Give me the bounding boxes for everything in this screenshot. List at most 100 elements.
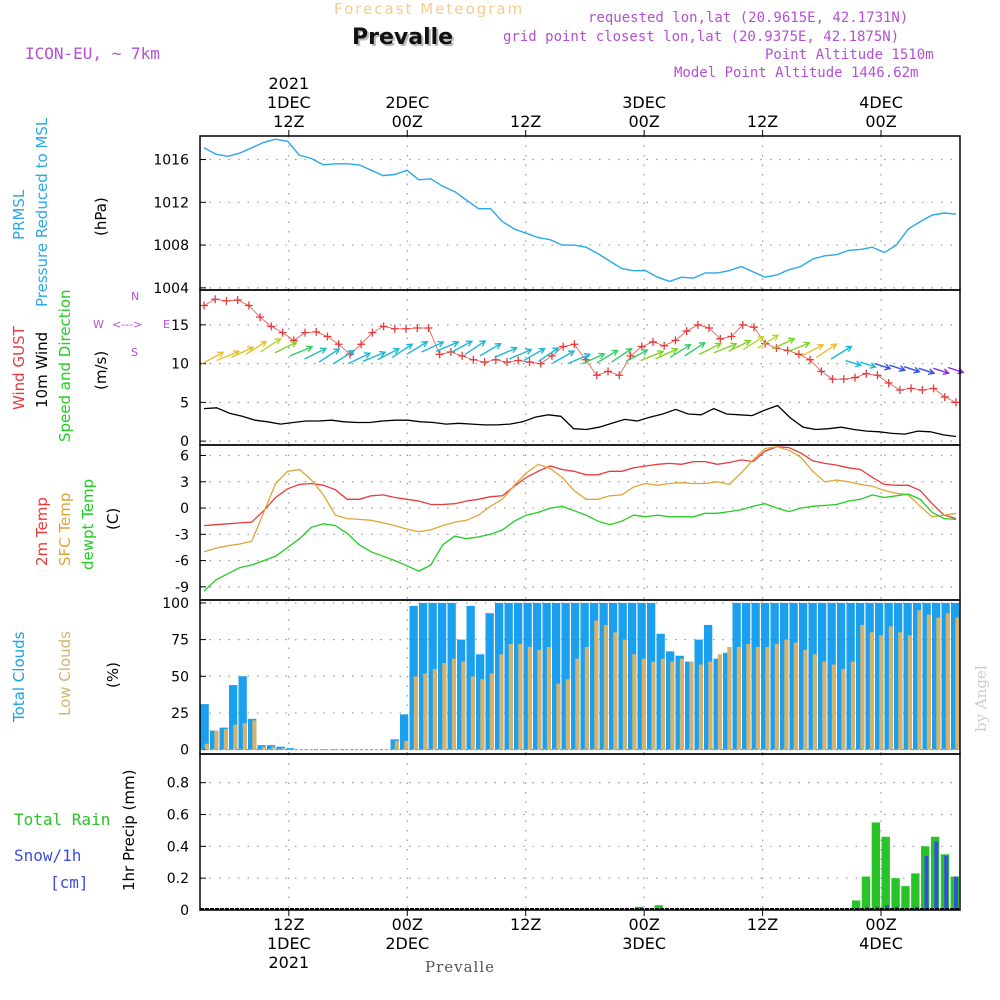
low-cloud-bar [860, 624, 865, 750]
wind-arrow-head [305, 345, 314, 352]
low-cloud-bar [831, 664, 837, 750]
y-tick-label-4-2: 0.4 [167, 839, 189, 855]
total-cloud-bar [761, 602, 770, 750]
wind-arrow-head [684, 343, 692, 351]
total-cloud-bar [447, 602, 456, 750]
footer-station: Prevalle [425, 958, 496, 976]
wind-arrow [230, 346, 254, 359]
compass-n: N [131, 290, 140, 303]
y-tick-label-3-3: 75 [171, 633, 189, 649]
low-cloud-bar [470, 676, 476, 750]
total-cloud-bar [704, 624, 713, 750]
y-tick-label-0-3: 1016 [153, 153, 189, 169]
wind-arrow-head [671, 347, 679, 355]
y-tick-label-0-1: 1008 [153, 238, 189, 254]
total-cloud-bar [523, 602, 532, 750]
total-cloud-bar [913, 602, 922, 750]
wind-arrow [655, 348, 678, 360]
panel-frame-3 [199, 599, 961, 755]
wind-arrow-head [319, 347, 328, 354]
bottom-time-label: 00Z [865, 915, 896, 934]
y-tick-label-3-4: 100 [162, 596, 189, 612]
point-altitude: Point Altitude 1510m [765, 47, 934, 63]
total-cloud-bar [238, 676, 247, 750]
top-time-label: 2021 [268, 74, 309, 93]
total-cloud-bar [409, 605, 418, 750]
bottom-time-label: 1DEC [267, 934, 311, 953]
wind-arrow [845, 359, 862, 367]
low-cloud-bar [793, 642, 799, 750]
wind-arrow-head [845, 345, 853, 352]
low-cloud-bar [508, 644, 514, 750]
wind-arrow [742, 336, 764, 351]
wind-arrow-head [942, 368, 950, 376]
total-cloud-bar [419, 602, 428, 750]
panel-frame-4 [199, 753, 961, 911]
total-cloud-bar [656, 633, 665, 750]
top-time-label: 00Z [628, 112, 659, 131]
y-tick-label-4-3: 0.6 [167, 807, 189, 823]
total-cloud-bar [628, 602, 637, 750]
total-cloud-bar [276, 746, 285, 750]
total-cloud-bar [609, 602, 618, 750]
y-tick-label-2-0: -9 [175, 580, 189, 596]
wind-arrow [757, 334, 779, 349]
low-cloud-bar [879, 635, 884, 750]
total-cloud-bar [618, 602, 627, 750]
wind-arrow [567, 353, 591, 365]
snow-label: Snow/1h [14, 846, 82, 865]
wind-arrow [333, 350, 355, 365]
wind-arrow-head [392, 347, 401, 355]
wind-arrow-head [830, 343, 838, 350]
low-cloud-bar [898, 632, 903, 750]
wind-arrow-head [869, 362, 877, 369]
total-cloud-bar [666, 651, 675, 750]
low-cloud-bar [784, 639, 789, 750]
gust-line [203, 298, 957, 403]
bottom-time-label: 3DEC [622, 934, 666, 953]
bottom-time-label: 12Z [510, 915, 541, 934]
total-cloud-bar [808, 602, 817, 750]
wind-arrow [304, 347, 327, 360]
total-cloud-bar [818, 602, 827, 750]
wind-arrow-head [927, 368, 936, 376]
total-cloud-bar [742, 602, 751, 750]
y-tick-label-1-2: 10 [171, 357, 189, 373]
wind-arrow-head [817, 344, 825, 351]
rain-bar [871, 822, 881, 910]
wind-arrow [625, 349, 648, 362]
total-cloud-bar [476, 654, 485, 750]
total-cloud-bar [865, 602, 874, 750]
t2m-line [203, 446, 957, 527]
y-tick-label-3-2: 50 [171, 669, 189, 685]
low-cloud-bar [651, 661, 656, 750]
total-cloud-bar [637, 602, 646, 750]
wind-arrow-head [598, 352, 606, 360]
wind-arrow [391, 343, 413, 359]
requested-coords: requested lon,lat (20.9615E, 42.1731N) [588, 10, 909, 26]
low-cloud-bar [480, 679, 485, 750]
total-cloud-bar [571, 602, 580, 750]
bottom-time-label: 2021 [268, 953, 309, 972]
wind-arrow-head [898, 365, 907, 372]
total-cloud-bar [647, 602, 656, 750]
wind-arrow-head [274, 338, 282, 345]
total-cloud-bar [856, 602, 865, 750]
total-cloud-bar [599, 602, 608, 750]
total-cloud-bar [875, 602, 884, 750]
total-cloud-bar [210, 730, 219, 750]
wind-arrow-head [552, 347, 560, 354]
bottom-time-label: 12Z [747, 915, 778, 934]
low-cloud-bar [926, 614, 932, 750]
top-time-label: 4DEC [859, 93, 903, 112]
low-cloud-bar [584, 646, 590, 750]
y-tick-label-1-0: 0 [180, 434, 189, 450]
wind-arrow-head [494, 342, 502, 350]
wind-arrow-head [479, 340, 487, 347]
panel-frame-2 [199, 444, 961, 601]
low-cloud-bar [698, 664, 704, 750]
total-cloud-bar [438, 602, 447, 750]
wind-arrow [699, 342, 722, 355]
low-cloud-bar [233, 724, 238, 750]
low-cloud-bar [214, 730, 219, 750]
